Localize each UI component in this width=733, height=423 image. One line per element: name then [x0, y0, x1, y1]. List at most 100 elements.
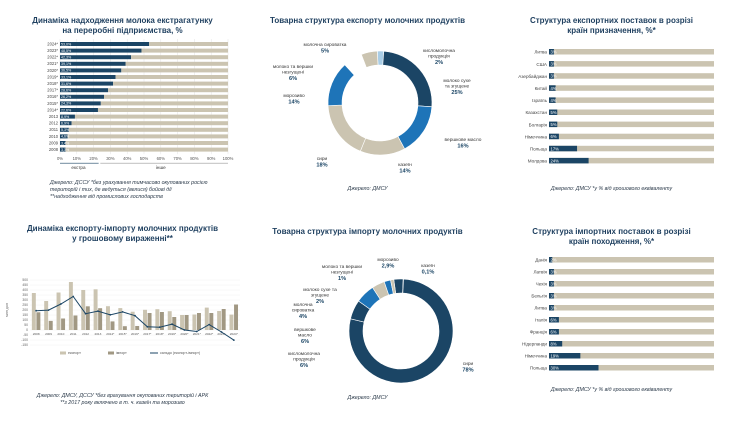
- legend-import-swatch: [108, 351, 114, 355]
- dynamics-title: Динаміка експорту-імпорту молочних проду…: [26, 224, 219, 243]
- donut-slice: [390, 279, 397, 295]
- slice-name: вершкове масло: [445, 138, 482, 143]
- slice-name: молочна сироватка: [304, 43, 347, 48]
- extra-bar: [60, 55, 132, 60]
- slice-value: 1%: [338, 276, 346, 282]
- donut-slice: [348, 278, 454, 384]
- value-label: 4,6%: [61, 135, 70, 139]
- x-tick-label: 2010: [57, 332, 64, 336]
- y-tick-label: 200: [22, 308, 28, 312]
- category-label: 2019*: [47, 74, 58, 79]
- country-label: Нідерланди: [522, 342, 547, 347]
- country-bar-background: [549, 341, 714, 347]
- slice-value: 25%: [451, 90, 462, 96]
- x-tick-label: 2024*: [230, 332, 239, 336]
- slice-name: кисломолочна: [288, 352, 320, 357]
- category-label: 2013: [49, 114, 59, 119]
- value-label: 26,2%: [61, 95, 72, 99]
- import-countries-title: Структура імпортних поставок в розрізі к…: [532, 227, 691, 246]
- country-label: Чехія: [536, 282, 548, 287]
- extra-bar: [60, 141, 66, 145]
- export-bar: [192, 314, 197, 330]
- extra-bar: [60, 114, 75, 119]
- slice-name: та згущене: [445, 85, 470, 90]
- other-bar: [71, 121, 228, 126]
- export-bar: [155, 309, 160, 330]
- extra-bar: [60, 94, 105, 99]
- y-tick-label: 400: [22, 288, 28, 292]
- category-label: 2021*: [47, 61, 58, 66]
- slice-name: продукція: [428, 54, 450, 60]
- extra-bar: [60, 81, 114, 86]
- import-bar: [48, 320, 53, 330]
- value-label: 3,4%: [61, 141, 70, 145]
- x-tick-label: 2016*: [131, 332, 140, 336]
- export-bar: [229, 314, 234, 330]
- import-bar: [147, 313, 152, 330]
- value-label: 42,3%: [61, 56, 72, 60]
- export-bar: [93, 289, 98, 330]
- country-label: Польща: [530, 366, 548, 371]
- extra-bar: [60, 61, 126, 66]
- slice-name: казеїн: [398, 162, 412, 168]
- value-label: 36,5%: [61, 69, 72, 73]
- x-tick-label: 50%: [140, 156, 149, 161]
- country-value-label: 6%: [551, 134, 557, 139]
- x-tick-label: 2023*: [217, 332, 226, 336]
- value-label: 53,0%: [61, 42, 72, 46]
- country-bar-background: [549, 85, 714, 91]
- country-label: Ізраїль: [532, 98, 547, 103]
- extra-bar: [60, 75, 116, 79]
- extra-bar: [60, 121, 72, 126]
- extra-bar: [60, 101, 101, 106]
- export-structure-panel: Товарна структура експорту молочних прод…: [245, 0, 490, 210]
- category-label: 2012: [49, 121, 59, 126]
- import-bar: [122, 326, 127, 330]
- x-tick-label: 2017*: [143, 332, 152, 336]
- legend-other: інше: [156, 165, 166, 170]
- extra-bar: [60, 147, 66, 152]
- export-bar: [118, 308, 123, 330]
- category-label: 2010: [49, 134, 59, 139]
- value-label: 39,1%: [61, 62, 72, 66]
- x-tick-label: 2020*: [180, 332, 189, 336]
- country-value-label: 5%: [551, 122, 557, 127]
- extra-bar: [60, 42, 150, 46]
- country-label: США: [536, 62, 548, 67]
- slice-value: 2,9%: [382, 264, 395, 270]
- country-bar: [549, 109, 558, 115]
- country-value-label: 3%: [551, 282, 557, 287]
- country-label: Болгарія: [529, 122, 548, 127]
- import-structure-panel: Товарна структура імпорту молочних проду…: [245, 215, 490, 423]
- export-bar: [68, 282, 73, 330]
- x-tick-label: 70%: [173, 156, 182, 161]
- x-tick-label: 0%: [57, 156, 63, 161]
- other-bar: [149, 42, 228, 46]
- slice-value: 14%: [399, 169, 410, 175]
- processing-source: Джерело: ДССУ *без урахування тимчасово …: [50, 180, 208, 200]
- country-label: Італія: [535, 318, 548, 323]
- x-tick-label: 2011: [70, 332, 77, 336]
- import-countries-chart: Данія 2%Латвія 3%Чехія 3%Бельгія 3%Литва 3%Іт…: [522, 257, 714, 371]
- slice-value: 5%: [321, 49, 329, 55]
- legend-export: експорт: [68, 351, 81, 355]
- import-countries-source: Джерело: ДМСУ *у % від грошового еквівал…: [550, 387, 673, 393]
- country-bar: [549, 97, 556, 103]
- slice-name: молоко та вершки: [273, 65, 313, 70]
- processing-panel: Динаміка надходження молока екстрагатунк…: [0, 0, 245, 210]
- export-bar: [105, 306, 110, 330]
- x-tick-label: 2009: [45, 332, 52, 336]
- export-structure-source: Джерело: ДМСУ: [347, 186, 388, 192]
- slice-name: згущене: [311, 294, 330, 299]
- country-value-label: 3%: [551, 50, 557, 55]
- y-tick-label: 150: [22, 313, 28, 317]
- other-bar: [68, 127, 229, 132]
- y-axis-label: млн дол: [5, 303, 9, 317]
- export-bar: [31, 293, 36, 330]
- country-label: Азербайджан: [518, 73, 547, 79]
- country-value-label: 5%: [551, 110, 557, 115]
- country-value-label: 3%: [551, 74, 557, 79]
- export-bar: [180, 315, 185, 330]
- country-bar-background: [549, 353, 714, 359]
